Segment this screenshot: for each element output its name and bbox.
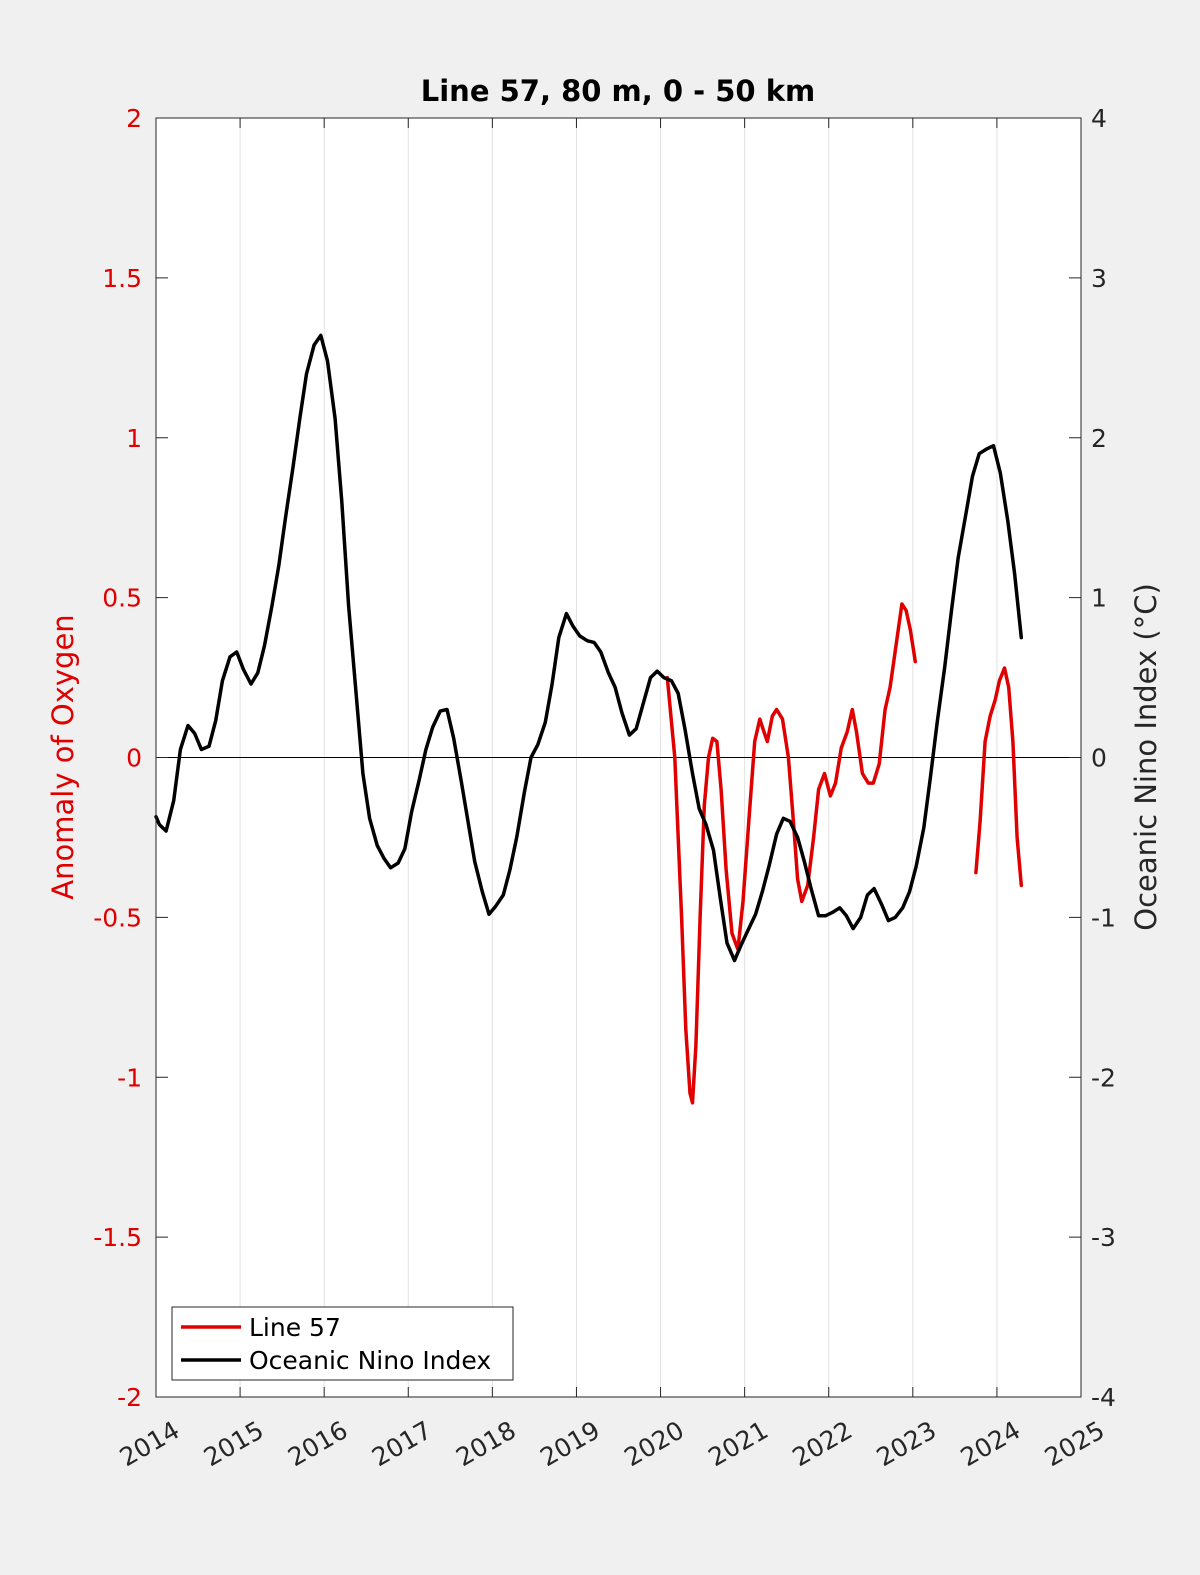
y-right-tick-label: 1: [1091, 584, 1107, 613]
y-left-tick-label: 1.5: [102, 264, 142, 293]
y-right-tick-label: 3: [1091, 264, 1107, 293]
y-right-tick-label: -4: [1091, 1383, 1116, 1412]
y-left-tick-label: 0.5: [102, 584, 142, 613]
y-right-tick-label: -2: [1091, 1063, 1116, 1092]
tick-label-layer: 2014 2015 2016 2017 2018 2019 2020 2021 2022 2023…: [93, 104, 1116, 1472]
chart-title: Line 57, 80 m, 0 - 50 km: [421, 74, 815, 108]
series-layer: [154, 333, 1024, 1105]
y-left-tick-label: 1: [126, 424, 142, 453]
y-right-tick-label: 0: [1091, 744, 1107, 773]
series-line57-line: [974, 666, 1024, 888]
y-left-tick-label: 0: [126, 744, 142, 773]
y-right-tick-label: 4: [1091, 104, 1107, 133]
series-oni-line: [154, 333, 1024, 963]
y-left-tick-label: -2: [117, 1383, 142, 1412]
series-line57-line: [665, 602, 918, 1105]
tick-layer: [155, 117, 1082, 1398]
legend-label-line57: Line 57: [249, 1313, 341, 1342]
y-axis-left-label: Anomaly of Oxygen: [46, 614, 80, 899]
y-right-tick-label: -3: [1091, 1223, 1116, 1252]
legend-label-oni: Oceanic Nino Index: [249, 1346, 491, 1375]
y-right-tick-label: -1: [1091, 903, 1116, 932]
y-left-tick-label: -1: [117, 1063, 142, 1092]
y-left-tick-label: -1.5: [93, 1223, 142, 1252]
y-axis-right-label: Oceanic Nino Index (°C): [1129, 583, 1163, 931]
legend-box: [171, 1306, 514, 1381]
y-left-tick-label: -0.5: [93, 903, 142, 932]
y-left-tick-label: 2: [126, 104, 142, 133]
legend: Line 57 Oceanic Nino Index: [171, 1306, 514, 1381]
y-right-tick-label: 2: [1091, 424, 1107, 453]
